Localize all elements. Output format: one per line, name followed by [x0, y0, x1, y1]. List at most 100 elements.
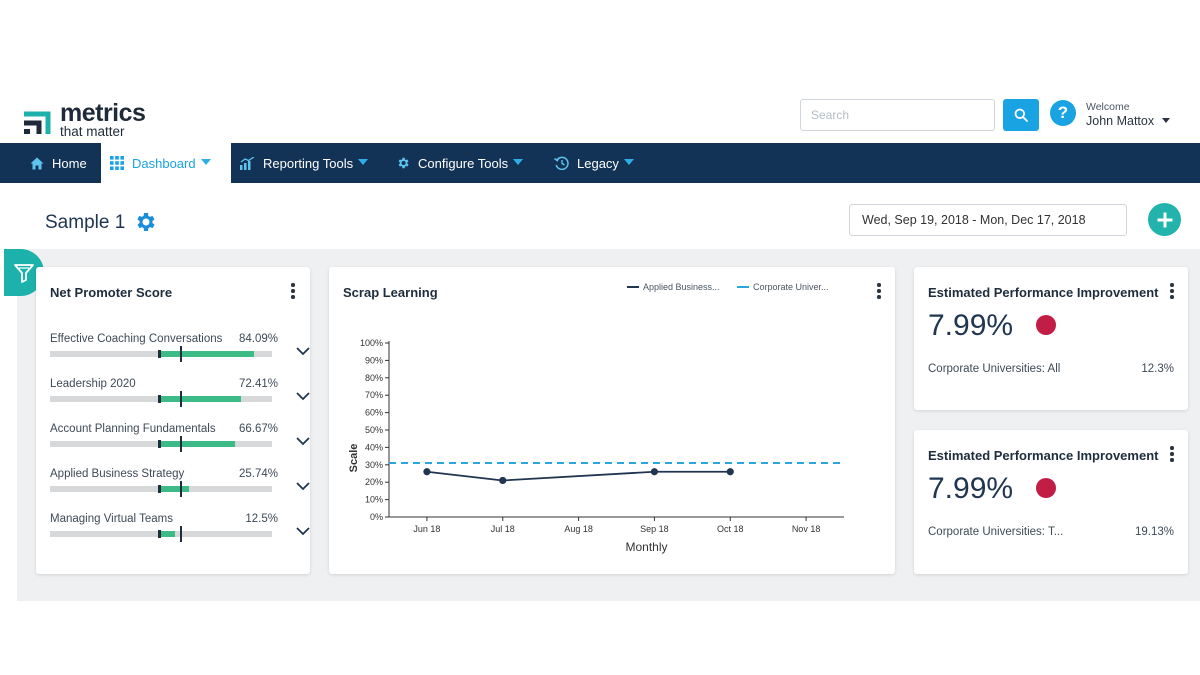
y-axis-label: Scale [348, 444, 360, 473]
nav-item-configure-tools[interactable]: Configure Tools [396, 143, 524, 183]
nps-item-value: 12.5% [245, 513, 278, 525]
nav-item-legacy[interactable]: Legacy [554, 143, 634, 183]
logo-mark-icon [24, 111, 51, 134]
nps-bar-marker [158, 440, 161, 448]
user-menu-caret-icon[interactable] [1162, 118, 1170, 123]
series-point [726, 468, 734, 476]
series-point [650, 468, 659, 476]
y-tick-label: 30% [365, 460, 383, 470]
nps-item-label: Account Planning Fundamentals [50, 423, 216, 435]
main-nav: Home Dashboard Reporting Tools Configure… [0, 143, 1200, 183]
nps-bar-marker [158, 530, 161, 538]
x-tick-label: Jul 18 [491, 524, 515, 534]
y-tick-label: 70% [365, 390, 383, 400]
chevron-down-icon [623, 159, 634, 165]
kebab-menu-icon[interactable] [877, 283, 881, 299]
nps-bar-fill [160, 531, 175, 537]
card-title: Net Promoter Score [50, 285, 173, 300]
kebab-menu-icon[interactable] [1170, 283, 1174, 299]
epi-footer-label: Corporate Universities: T... [928, 526, 1064, 538]
search-button[interactable] [1003, 99, 1039, 131]
nps-bar-fill [160, 441, 235, 447]
x-tick-label: Sep 18 [640, 524, 669, 534]
chevron-down-icon[interactable] [296, 482, 310, 491]
epi-footer-value: 12.3% [1141, 363, 1174, 375]
chevron-down-icon [200, 159, 211, 165]
chevron-down-icon[interactable] [296, 392, 310, 401]
search-input[interactable] [800, 99, 995, 131]
nav-item-label: Reporting Tools [263, 155, 354, 171]
legend-item[interactable]: Corporate Univer... [737, 282, 829, 292]
nps-bar-fill [160, 351, 254, 357]
x-tick-label: Jun 18 [413, 524, 440, 534]
chart-icon [240, 156, 255, 170]
status-dot-icon [1036, 315, 1056, 335]
series-point [499, 476, 507, 485]
legend-item[interactable]: Applied Business... [627, 282, 720, 292]
x-tick-label: Oct 18 [717, 524, 744, 534]
chevron-down-icon[interactable] [296, 437, 310, 446]
nps-bar-marker [158, 350, 161, 358]
y-tick-label: 100% [360, 338, 383, 348]
card-title: Estimated Performance Improvement [928, 448, 1159, 463]
brand-name: metrics [60, 99, 146, 127]
legend-label: Corporate Univer... [753, 282, 829, 292]
nps-card: Net Promoter Score Effective Coaching Co… [36, 267, 310, 574]
epi-footer-value: 19.13% [1134, 526, 1174, 538]
y-tick-label: 90% [365, 355, 383, 365]
kebab-menu-icon[interactable] [291, 283, 295, 299]
nps-bar-fill [160, 486, 189, 492]
nav-item-home[interactable]: Home [30, 143, 87, 183]
y-tick-label: 60% [365, 408, 383, 418]
brand-logo[interactable]: metrics that matter [22, 100, 172, 140]
dashboard-settings-gear-icon[interactable] [133, 210, 157, 234]
series-point [423, 468, 431, 476]
nps-bar [50, 481, 272, 497]
nav-item-dashboard[interactable]: Dashboard [101, 143, 231, 183]
y-tick-label: 0% [370, 512, 383, 522]
nps-bar [50, 436, 272, 452]
nps-item: Effective Coaching Conversations 84.09% [50, 333, 312, 373]
add-widget-button[interactable] [1148, 203, 1181, 236]
chevron-down-icon[interactable] [296, 527, 310, 536]
user-menu[interactable]: John Mattox [1086, 114, 1155, 128]
epi-card: Estimated Performance Improvement 7.99% … [914, 267, 1188, 410]
nav-item-label: Home [52, 155, 87, 171]
nps-item-label: Applied Business Strategy [50, 468, 185, 480]
nps-bar-marker [158, 395, 161, 403]
y-tick-label: 20% [365, 477, 383, 487]
brand-tagline: that matter [60, 124, 125, 139]
history-icon [554, 156, 569, 170]
scrap-learning-chart: 100% 90% 80% 70% 60% 50% 40% 30% 20% 10% 0% Jun 18 J… [348, 338, 844, 554]
nps-bar-tick [180, 346, 182, 362]
nps-bar [50, 391, 272, 407]
date-range-picker[interactable]: Wed, Sep 19, 2018 - Mon, Dec 17, 2018 [849, 204, 1127, 236]
y-tick-label: 50% [365, 425, 383, 435]
y-tick-label: 80% [365, 373, 383, 383]
nps-item-value: 66.67% [238, 423, 278, 435]
nps-item-label: Leadership 2020 [50, 378, 136, 390]
nps-bar-tick [180, 391, 182, 407]
nps-item-label: Effective Coaching Conversations [50, 333, 223, 345]
nav-item-label: Configure Tools [418, 155, 509, 171]
nps-item-value: 84.09% [238, 333, 278, 345]
nps-bar [50, 346, 272, 362]
epi-footer-label: Corporate Universities: All [928, 363, 1061, 375]
status-dot-icon [1036, 478, 1056, 498]
nav-item-reporting-tools[interactable]: Reporting Tools [240, 143, 369, 183]
nps-bar-tick [180, 481, 182, 497]
y-tick-label: 10% [365, 495, 383, 505]
filter-icon [14, 263, 34, 283]
kebab-menu-icon[interactable] [1170, 446, 1174, 462]
nps-item: Account Planning Fundamentals 66.67% [50, 423, 312, 463]
card-title: Scrap Learning [343, 285, 438, 300]
chevron-down-icon[interactable] [296, 347, 310, 356]
help-icon[interactable]: ? [1050, 100, 1076, 126]
home-icon [30, 157, 44, 169]
card-title: Estimated Performance Improvement [928, 285, 1159, 300]
nps-item: Managing Virtual Teams 12.5% [50, 513, 312, 553]
nps-item: Leadership 2020 72.41% [50, 378, 312, 418]
x-tick-label: Aug 18 [564, 524, 593, 534]
x-axis-label: Monthly [625, 540, 667, 554]
nav-item-label: Legacy [577, 155, 619, 171]
